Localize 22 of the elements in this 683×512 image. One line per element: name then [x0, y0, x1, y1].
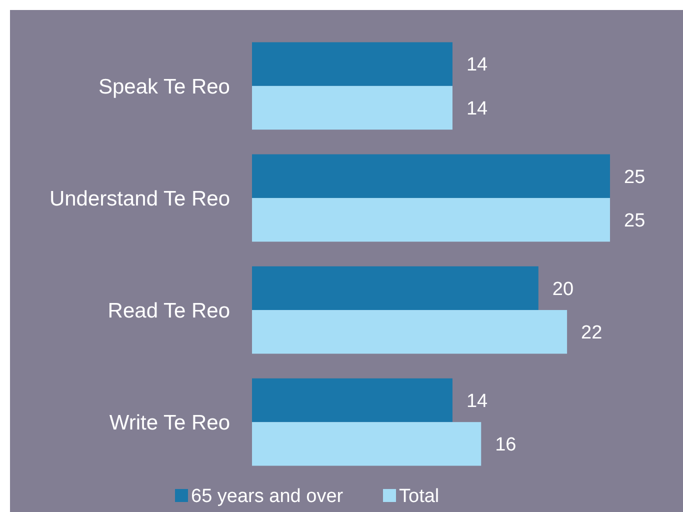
- legend-label: Total: [399, 486, 440, 507]
- bar: [252, 378, 452, 422]
- y-tick-label: Understand Te Reo: [49, 187, 230, 210]
- y-tick-label: Write Te Reo: [109, 411, 230, 434]
- y-tick-label: Read Te Reo: [108, 299, 230, 322]
- bar: [252, 86, 452, 130]
- bar: [252, 198, 610, 242]
- data-label: 22: [581, 322, 602, 344]
- y-tick-label: Speak Te Reo: [98, 75, 230, 98]
- data-label: 25: [624, 166, 646, 188]
- bar: [252, 310, 568, 354]
- bar: [252, 422, 482, 466]
- data-label: 25: [624, 210, 646, 232]
- bar: [252, 154, 610, 198]
- data-label: 20: [552, 278, 574, 300]
- legend-label: 65 years and over: [191, 486, 344, 507]
- data-label: 16: [495, 434, 516, 456]
- bar: [252, 266, 538, 310]
- data-label: 14: [466, 54, 488, 76]
- bar: [252, 42, 452, 86]
- data-label: 14: [466, 98, 488, 120]
- data-label: 14: [466, 390, 488, 412]
